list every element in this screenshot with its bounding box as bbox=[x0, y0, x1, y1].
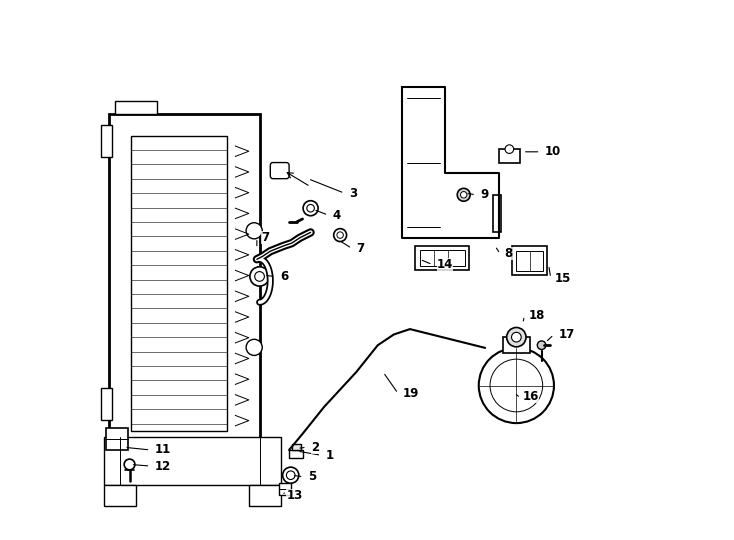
Text: 12: 12 bbox=[155, 460, 171, 472]
Text: 8: 8 bbox=[504, 247, 513, 260]
Bar bbox=[503, 337, 530, 353]
Text: 7: 7 bbox=[356, 242, 364, 255]
Text: 7: 7 bbox=[261, 231, 269, 244]
Bar bbox=[103, 436, 281, 485]
Circle shape bbox=[246, 339, 262, 355]
Circle shape bbox=[303, 201, 318, 216]
Circle shape bbox=[246, 222, 262, 239]
Bar bbox=[115, 101, 158, 114]
Text: 18: 18 bbox=[528, 309, 545, 322]
Circle shape bbox=[255, 272, 264, 281]
Text: 9: 9 bbox=[480, 188, 489, 201]
Bar bbox=[249, 485, 281, 507]
Bar bbox=[106, 428, 128, 450]
Circle shape bbox=[286, 471, 295, 480]
Circle shape bbox=[307, 205, 314, 212]
Circle shape bbox=[124, 459, 135, 470]
Bar bbox=[103, 485, 136, 507]
Bar bbox=[101, 125, 112, 157]
Text: 4: 4 bbox=[333, 208, 341, 222]
Circle shape bbox=[283, 467, 299, 483]
Text: 15: 15 bbox=[555, 272, 571, 285]
Circle shape bbox=[334, 228, 346, 241]
Circle shape bbox=[250, 267, 269, 286]
Circle shape bbox=[490, 359, 542, 412]
Bar bbox=[109, 114, 260, 447]
Circle shape bbox=[457, 188, 470, 201]
Text: 13: 13 bbox=[286, 489, 302, 502]
Bar bbox=[279, 483, 291, 495]
Circle shape bbox=[460, 192, 467, 198]
Text: 19: 19 bbox=[402, 387, 419, 400]
Text: 11: 11 bbox=[155, 443, 171, 456]
Text: 2: 2 bbox=[311, 441, 319, 454]
Circle shape bbox=[506, 327, 526, 347]
Bar bbox=[516, 251, 543, 271]
Circle shape bbox=[337, 232, 344, 238]
Bar bbox=[131, 136, 228, 431]
Bar bbox=[498, 149, 520, 163]
Bar bbox=[101, 388, 112, 421]
Bar bbox=[115, 447, 158, 461]
Bar bbox=[415, 246, 469, 270]
Bar bbox=[289, 450, 302, 458]
Circle shape bbox=[512, 332, 521, 342]
Bar bbox=[493, 195, 501, 232]
Text: 1: 1 bbox=[326, 449, 334, 462]
Text: 5: 5 bbox=[308, 470, 316, 483]
Text: 14: 14 bbox=[437, 258, 453, 271]
Bar bbox=[512, 246, 547, 275]
Text: 10: 10 bbox=[545, 145, 561, 158]
FancyBboxPatch shape bbox=[270, 163, 289, 179]
Bar bbox=[420, 249, 465, 266]
Circle shape bbox=[505, 145, 514, 153]
Text: 3: 3 bbox=[349, 187, 357, 200]
Bar bbox=[292, 443, 302, 450]
Circle shape bbox=[479, 348, 554, 423]
Text: 17: 17 bbox=[559, 328, 575, 341]
Circle shape bbox=[537, 341, 546, 349]
Text: 16: 16 bbox=[523, 390, 539, 403]
Text: 6: 6 bbox=[280, 270, 288, 283]
